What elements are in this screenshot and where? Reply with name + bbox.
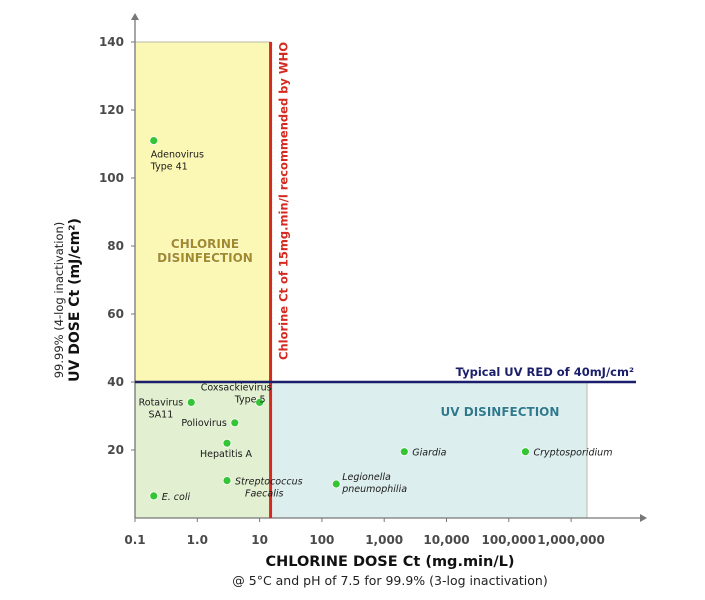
- y-axis-title: UV DOSE Ct (mJ/cm²): [67, 218, 83, 382]
- y-tick-label: 100: [99, 171, 124, 185]
- point-label-legionella: Legionella: [342, 472, 391, 483]
- point-label-e-coli: E. coli: [162, 492, 191, 503]
- point-label-rotavirus: Rotavirus: [139, 397, 184, 408]
- x-tick-label: 1,000,000: [537, 533, 605, 547]
- point-adenovirus: [149, 136, 159, 146]
- region-label-chlorine: CHLORINE: [171, 237, 239, 251]
- point-label-rotavirus: SA11: [148, 409, 173, 420]
- y-axis-subtitle: 99.99% (4-log inactivation): [52, 222, 66, 379]
- point-label-hepatitis-a: Hepatitis A: [200, 449, 253, 460]
- uv-red-line-label: Typical UV RED of 40mJ/cm²: [456, 365, 634, 379]
- region-uv: [270, 381, 588, 519]
- point-label-streptococcus: Faecalis: [245, 489, 283, 500]
- y-tick-label: 40: [107, 375, 124, 389]
- point-hepatitis-a: [222, 438, 232, 448]
- point-label-giardia: Giardia: [412, 448, 446, 459]
- y-axis-arrow: [131, 13, 139, 20]
- point-label-cryptosporidium: Cryptosporidium: [533, 448, 612, 459]
- region-chlorine: [134, 41, 272, 383]
- y-tick-label: 140: [99, 35, 124, 49]
- point-label-poliovirus: Poliovirus: [181, 418, 226, 429]
- point-poliovirus: [230, 418, 240, 428]
- x-tick-label: 1,000: [365, 533, 403, 547]
- point-label-legionella: pneumophilia: [341, 484, 407, 495]
- region-label-uv: UV DISINFECTION: [441, 405, 560, 419]
- point-coxsackievirus: [255, 397, 265, 407]
- x-axis-title: CHLORINE DOSE Ct (mg.min/L): [265, 554, 514, 570]
- point-streptococcus: [222, 476, 232, 486]
- point-label-coxsackievirus: Coxsackievirus: [201, 382, 272, 393]
- point-label-streptococcus: Streptococcus: [235, 477, 303, 488]
- point-label-coxsackievirus: Type 5: [234, 394, 266, 405]
- y-tick-label: 80: [107, 239, 124, 253]
- point-legionella: [331, 479, 341, 489]
- who-line-label: Chlorine Ct of 15mg.min/l recommended by…: [277, 42, 291, 360]
- x-tick-label: 100: [309, 533, 334, 547]
- x-tick-label: 10,000: [423, 533, 469, 547]
- x-axis-arrow: [640, 514, 647, 522]
- y-tick-label: 20: [107, 443, 124, 457]
- region-label-chlorine: DISINFECTION: [157, 251, 253, 265]
- point-giardia: [399, 447, 409, 457]
- x-tick-label: 10: [251, 533, 268, 547]
- y-tick-label: 60: [107, 307, 124, 321]
- point-label-adenovirus: Adenovirus: [151, 150, 204, 161]
- x-tick-label: 1.0: [187, 533, 208, 547]
- y-tick-label: 120: [99, 103, 124, 117]
- point-cryptosporidium: [521, 447, 530, 457]
- x-axis-subtitle: @ 5°C and pH of 7.5 for 99.9% (3-log ina…: [232, 573, 547, 588]
- point-e-coli: [149, 491, 159, 501]
- x-tick-label: 100,000: [481, 533, 536, 547]
- point-label-adenovirus: Type 41: [150, 162, 188, 173]
- x-tick-label: 0.1: [124, 533, 145, 547]
- point-rotavirus: [186, 397, 196, 407]
